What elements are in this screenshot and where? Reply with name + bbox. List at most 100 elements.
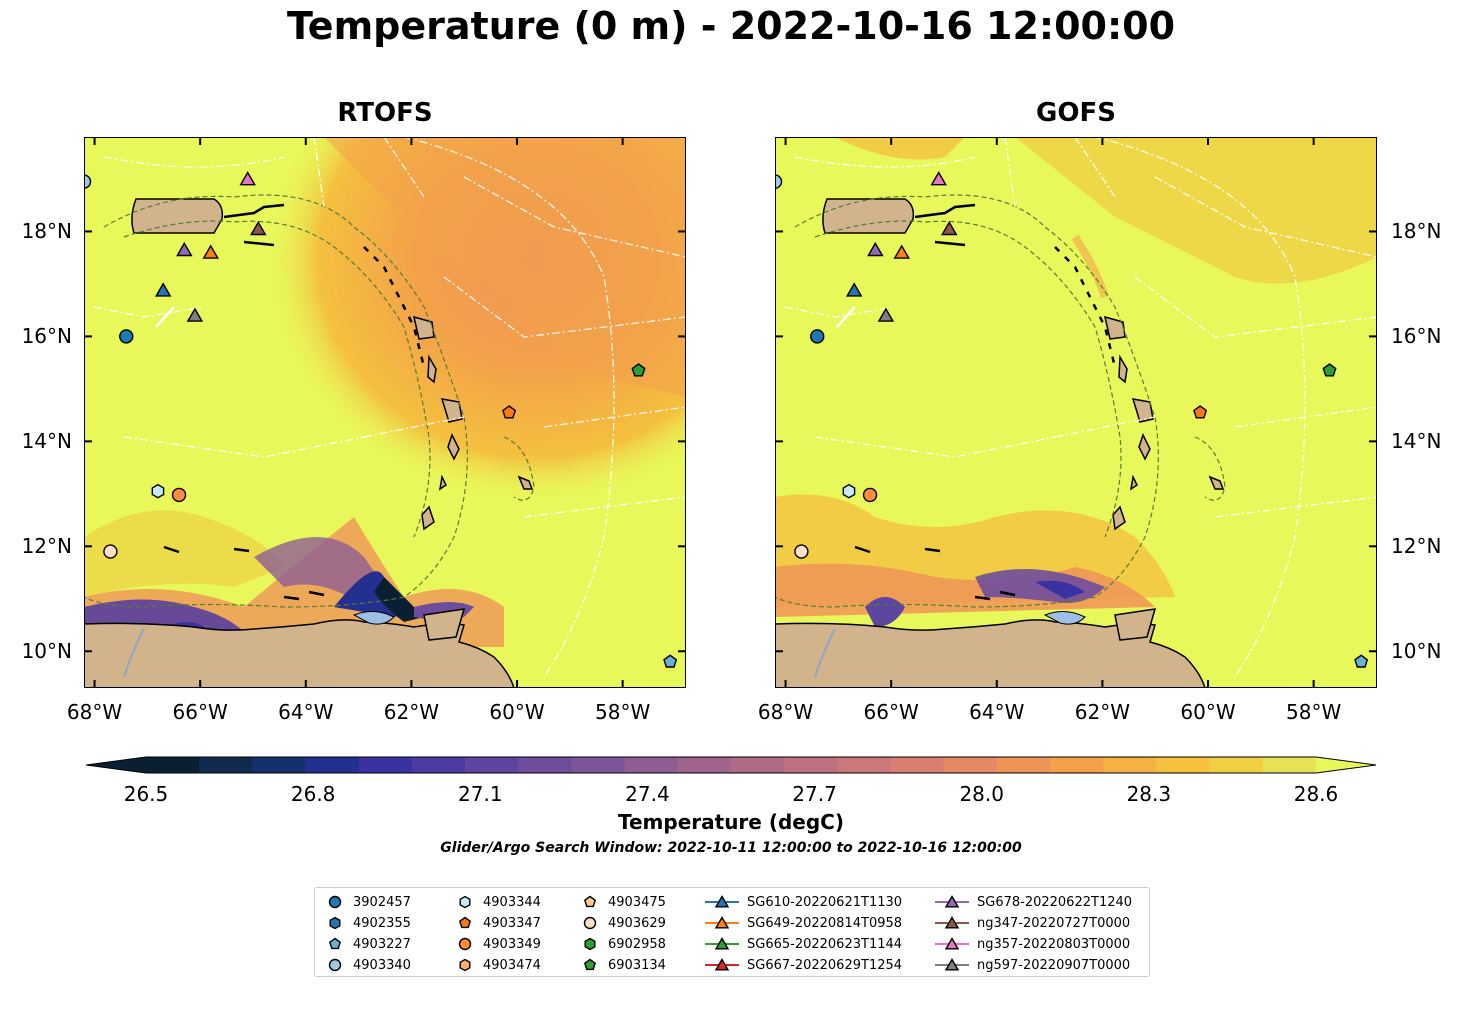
- bathymetry-contour-1000m: [775, 194, 1159, 608]
- legend-item: 4903629: [580, 913, 666, 933]
- colorbar-bin: [146, 757, 200, 773]
- observation-ng597-20220907T0000: [186, 307, 204, 322]
- bathymetry-contour-barbados: [503, 436, 535, 501]
- glider-track: [155, 306, 175, 328]
- legend-label: 4903629: [608, 915, 666, 931]
- observation-SG649-20220814T0958: [893, 244, 911, 259]
- legend-label: 4903474: [483, 957, 541, 973]
- lon-tick-label: 64°W: [278, 700, 334, 724]
- cool-core-dark: [374, 577, 424, 622]
- rtofs-map[interactable]: [84, 137, 686, 688]
- legend-marker-icon: [935, 958, 969, 971]
- legend-item: ng597-20220907T0000: [935, 955, 1130, 975]
- colorbar-bin: [465, 757, 519, 773]
- legend-marker-icon: [458, 937, 472, 951]
- lon-tick-label: 60°W: [1180, 700, 1236, 724]
- observation-4903347: [1193, 405, 1208, 419]
- legend-marker-icon: [705, 958, 739, 971]
- observation-4903227: [1354, 654, 1369, 668]
- warm-patch-north: [835, 137, 965, 160]
- south-america-land: [775, 619, 1206, 688]
- lon-tick-label: 64°W: [969, 700, 1025, 724]
- observation-ng597-20220907T0000: [877, 307, 895, 322]
- bathymetry-contour-100m: [123, 220, 431, 538]
- lon-tick-label: 58°W: [1286, 700, 1342, 724]
- gulf-of-paria: [1043, 611, 1086, 625]
- colorbar-tick-label: 27.7: [792, 782, 837, 806]
- st-lucia-land: [1138, 433, 1151, 461]
- observation-4903349: [862, 487, 878, 503]
- colorbar: [86, 756, 1376, 774]
- colorbar-label: Temperature (degC): [618, 810, 844, 834]
- bathymetry-contour-100m: [814, 220, 1122, 538]
- legend-label: 4902355: [353, 915, 411, 931]
- colorbar-outline: [86, 756, 1376, 774]
- search-window-note: Glider/Argo Search Window: 2022-10-11 12…: [440, 840, 1022, 856]
- legend-item: 4903227: [325, 934, 411, 954]
- observation-4903344: [151, 483, 165, 499]
- observation-SG610-20220621T1130: [154, 282, 172, 297]
- legend-item: SG649-20220814T0958: [705, 913, 902, 933]
- lat-tick-label-left: 12°N: [21, 534, 72, 559]
- st-vincent-land: [1129, 474, 1138, 491]
- lon-tick-label: 68°W: [66, 700, 123, 724]
- grenada-land: [421, 505, 435, 531]
- legend-item: SG678-20220622T1240: [935, 892, 1132, 912]
- lat-tick-label-left: 16°N: [21, 324, 72, 349]
- legend: 3902457 4902355 4903227 4903340 4903344 49033…: [314, 887, 1150, 977]
- observation-3902457: [119, 329, 134, 344]
- observation-6903134: [1322, 363, 1337, 377]
- puerto-rico-land: [822, 198, 915, 234]
- legend-label: ng597-20220907T0000: [977, 957, 1131, 973]
- legend-label: ng347-20220727T0000: [977, 915, 1131, 931]
- south-america-land: [84, 619, 515, 688]
- warm-patch-west: [84, 510, 284, 597]
- figure-title: Temperature (0 m) - 2022-10-16 12:00:00: [286, 4, 1176, 48]
- eez-boundaries: [93, 137, 686, 678]
- colorbar-tick-label: 27.4: [625, 782, 670, 806]
- colorbar-bin: [1262, 757, 1317, 773]
- warm-region-northeast: [324, 137, 686, 397]
- dominica-land: [1118, 354, 1128, 384]
- lat-tick-label-right: 10°N: [1391, 639, 1442, 664]
- colorbar-bin: [624, 757, 679, 773]
- gofs-map[interactable]: [775, 137, 1377, 688]
- legend-label: 4903227: [353, 936, 411, 952]
- lat-tick-label-left: 14°N: [21, 429, 72, 454]
- gulf-of-paria: [352, 611, 395, 625]
- glider-track: [836, 306, 856, 328]
- legend-marker-icon: [459, 958, 471, 972]
- gofs-map-title: GOFS: [1036, 98, 1116, 128]
- observations-gofs: [775, 171, 1369, 668]
- lon-tick-label: 66°W: [863, 700, 919, 724]
- abc-islands: [854, 545, 1016, 601]
- guadeloupe-land: [1103, 315, 1126, 340]
- legend-label: 4903344: [483, 894, 541, 910]
- eez-boundaries: [784, 137, 1377, 678]
- observation-6903134: [631, 363, 646, 377]
- legend-marker-icon: [458, 916, 472, 929]
- legend-label: 4903340: [353, 957, 411, 973]
- colorbar-bin: [996, 757, 1051, 773]
- colorbar-bin: [731, 757, 785, 773]
- legend-item: 4903349: [455, 934, 541, 954]
- colorbar-tick-label: 28.3: [1126, 782, 1172, 806]
- martinique-land: [440, 398, 463, 423]
- colorbar-bin: [677, 757, 732, 773]
- legend-marker-icon: [328, 937, 342, 950]
- legend-marker-icon: [583, 916, 597, 930]
- abc-islands: [163, 545, 325, 601]
- legend-item: 4903340: [325, 955, 411, 975]
- lon-tick-label: 68°W: [757, 700, 814, 724]
- legend-item: 6902958: [580, 934, 666, 954]
- trinidad-land: [423, 608, 466, 641]
- legend-marker-icon: [705, 937, 739, 950]
- barbados-land: [1208, 475, 1225, 490]
- legend-item: 4903474: [455, 955, 541, 975]
- river: [123, 628, 145, 678]
- colorbar-tick-label: 26.5: [123, 782, 169, 806]
- observation-SG678-20220622T1240: [867, 241, 884, 257]
- lat-tick-label-left: 10°N: [21, 639, 72, 664]
- observation-3902457: [810, 329, 825, 344]
- observation-ng347-20220727T0000: [940, 220, 958, 236]
